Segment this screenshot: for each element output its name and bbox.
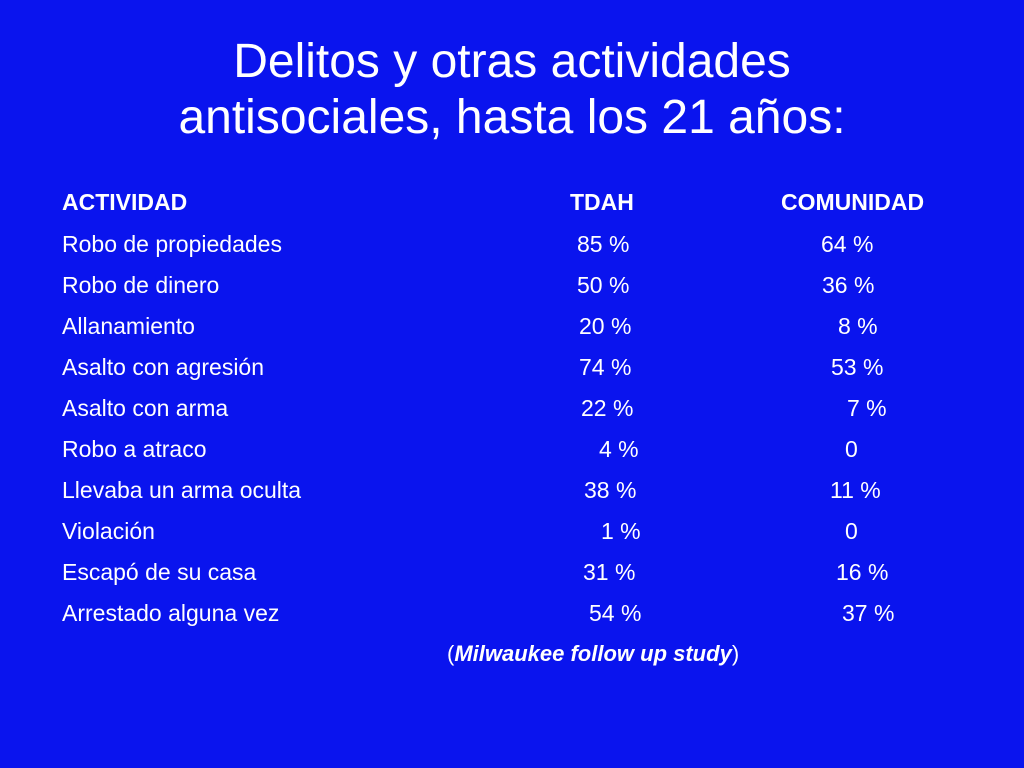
row-tdah-value: 22 %: [581, 395, 634, 421]
row-activity: Violación: [62, 518, 155, 544]
source-open-paren: (: [447, 641, 455, 666]
table-row: Robo de dinero 50 % 36 %: [0, 270, 1024, 300]
row-community-value: 16 %: [836, 559, 889, 585]
table-row: Arrestado alguna vez 54 % 37 %: [0, 598, 1024, 628]
row-community-value: 8 %: [838, 313, 878, 339]
table-header-row: ACTIVIDAD TDAH COMUNIDAD: [0, 187, 1024, 217]
table-row: Asalto con arma 22 % 7 %: [0, 393, 1024, 423]
row-tdah-value: 54 %: [589, 600, 642, 626]
row-community-value: 11 %: [830, 477, 881, 503]
row-activity: Robo de propiedades: [62, 231, 282, 257]
row-activity: Robo a atraco: [62, 436, 207, 462]
row-community-value: 53 %: [831, 354, 884, 380]
row-tdah-value: 50 %: [577, 272, 630, 298]
table-row: Robo a atraco 4 % 0: [0, 434, 1024, 464]
row-activity: Robo de dinero: [62, 272, 220, 298]
row-tdah-value: 20 %: [579, 313, 632, 339]
table-row: Violación 1 % 0: [0, 516, 1024, 546]
header-community: COMUNIDAD: [781, 189, 925, 215]
title-line-1: Delitos y otras actividades: [233, 35, 791, 88]
row-activity: Asalto con arma: [62, 395, 229, 421]
row-tdah-value: 38 %: [584, 477, 637, 503]
row-community-value: 64 %: [821, 231, 874, 257]
row-tdah-value: 85 %: [577, 231, 630, 257]
source-citation: (Milwaukee follow up study): [447, 639, 739, 669]
row-tdah-value: 4 %: [599, 436, 639, 462]
row-activity: Arrestado alguna vez: [62, 600, 280, 626]
row-activity: Asalto con agresión: [62, 354, 265, 380]
row-tdah-value: 1 %: [601, 518, 641, 544]
row-tdah-value: 74 %: [579, 354, 632, 380]
table-row: Llevaba un arma oculta 38 % 11 %: [0, 475, 1024, 505]
row-community-value: 7 %: [847, 395, 887, 421]
slide-title: Delitos y otras actividades antisociales…: [0, 34, 1024, 146]
title-line-2: antisociales, hasta los 21 años:: [178, 91, 846, 144]
table-row: Robo de propiedades 85 % 64 %: [0, 229, 1024, 259]
table-row: Asalto con agresión 74 % 53 %: [0, 352, 1024, 382]
row-tdah-value: 31 %: [583, 559, 636, 585]
source-close-paren: ): [731, 641, 740, 666]
header-tdah: TDAH: [570, 189, 634, 215]
table-row: Escapó de su casa 31 % 16 %: [0, 557, 1024, 587]
row-community-value: 36 %: [822, 272, 875, 298]
row-community-value: 37 %: [842, 600, 895, 626]
row-community-value: 0: [845, 436, 858, 462]
row-activity: Escapó de su casa: [62, 559, 257, 585]
row-community-value: 0: [845, 518, 858, 544]
table-row: Allanamiento 20 % 8 %: [0, 311, 1024, 341]
row-activity: Llevaba un arma oculta: [62, 477, 302, 503]
header-activity: ACTIVIDAD: [62, 189, 188, 215]
source-study-name: Milwaukee follow up study: [454, 641, 732, 666]
row-activity: Allanamiento: [62, 313, 195, 339]
